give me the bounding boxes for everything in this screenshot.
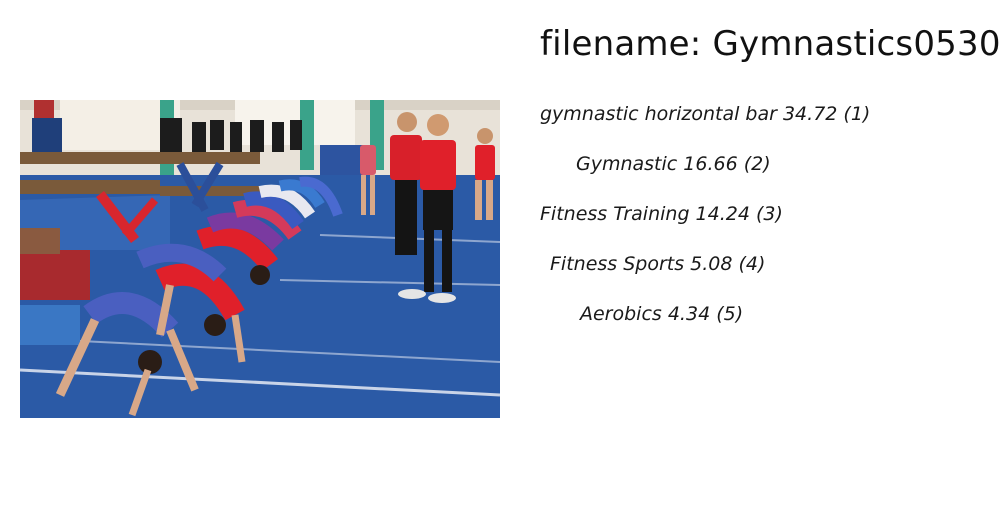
filename-title: filename: Gymnastics0530.jpg xyxy=(540,24,1000,64)
prediction-2: Gymnastic 16.66 (2) xyxy=(576,153,771,175)
prediction-4: Fitness Sports 5.08 (4) xyxy=(550,253,766,275)
gymnastics-photo xyxy=(20,100,500,418)
prediction-1: gymnastic horizontal bar 34.72 (1) xyxy=(540,103,871,125)
prediction-3: Fitness Training 14.24 (3) xyxy=(540,203,783,225)
prediction-5: Aerobics 4.34 (5) xyxy=(580,303,744,325)
